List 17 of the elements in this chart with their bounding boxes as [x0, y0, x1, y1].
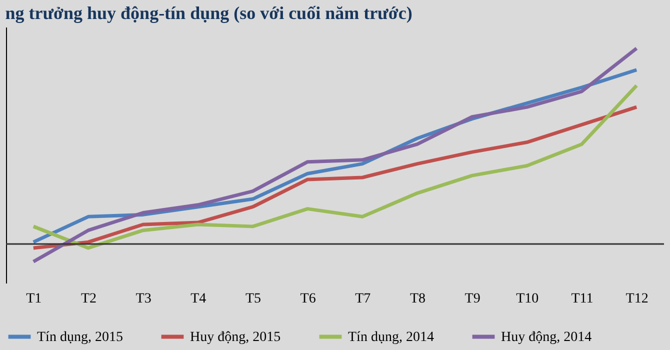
legend-label: Huy động, 2014 [501, 330, 592, 345]
legend-label: Tín dụng, 2014 [348, 330, 434, 345]
x-tick-label: T10 [516, 292, 539, 306]
x-tick-label: T1 [26, 292, 42, 306]
x-tick-label: T8 [410, 292, 426, 306]
x-tick-label: T4 [190, 292, 206, 306]
legend-label: Huy động, 2015 [190, 330, 281, 345]
x-tick-label: T12 [626, 292, 648, 306]
x-tick-label: T9 [464, 292, 480, 306]
x-tick-label: T6 [300, 292, 316, 306]
chart-title: ng trưởng huy động-tín dụng (so với cuối năm trước) [5, 3, 412, 23]
legend-label: Tín dụng, 2015 [37, 330, 123, 345]
x-tick-label: T2 [80, 292, 97, 306]
x-tick-label: T7 [355, 292, 371, 306]
x-tick-label: T11 [571, 292, 594, 306]
x-tick-label: T5 [245, 292, 262, 306]
x-tick-label: T3 [136, 292, 152, 306]
